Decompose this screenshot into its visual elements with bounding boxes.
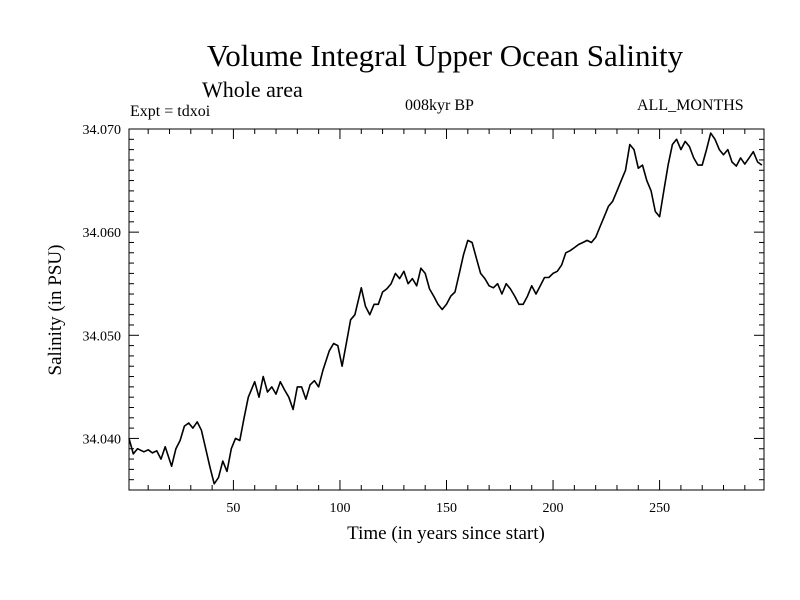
chart-title: Volume Integral Upper Ocean Salinity [206,38,684,73]
tick-labels: 50 100 150 200 250 34.040 34.050 34.060 34.070 [83,123,671,516]
y-tick-label: 34.050 [83,329,122,344]
axis-ticks [129,128,764,491]
chart-subtitle: Whole area [202,77,303,102]
period-label: 008kyr BP [405,97,474,114]
months-label: ALL_MONTHS [637,97,744,114]
salinity-series-line [128,132,763,485]
y-tick-label: 34.040 [83,432,122,447]
experiment-label: Expt = tdxoi [130,103,211,120]
y-tick-label: 34.070 [83,123,122,138]
x-axis-label: Time (in years since start) [347,523,545,544]
y-tick-label: 34.060 [83,226,122,241]
x-tick-label: 50 [226,501,240,516]
x-tick-label: 200 [543,501,564,516]
y-axis-label: Salinity (in PSU) [45,245,66,376]
x-tick-label: 100 [329,501,350,516]
plot-area-frame [128,128,765,491]
x-tick-label: 250 [649,501,670,516]
x-tick-label: 150 [436,501,457,516]
